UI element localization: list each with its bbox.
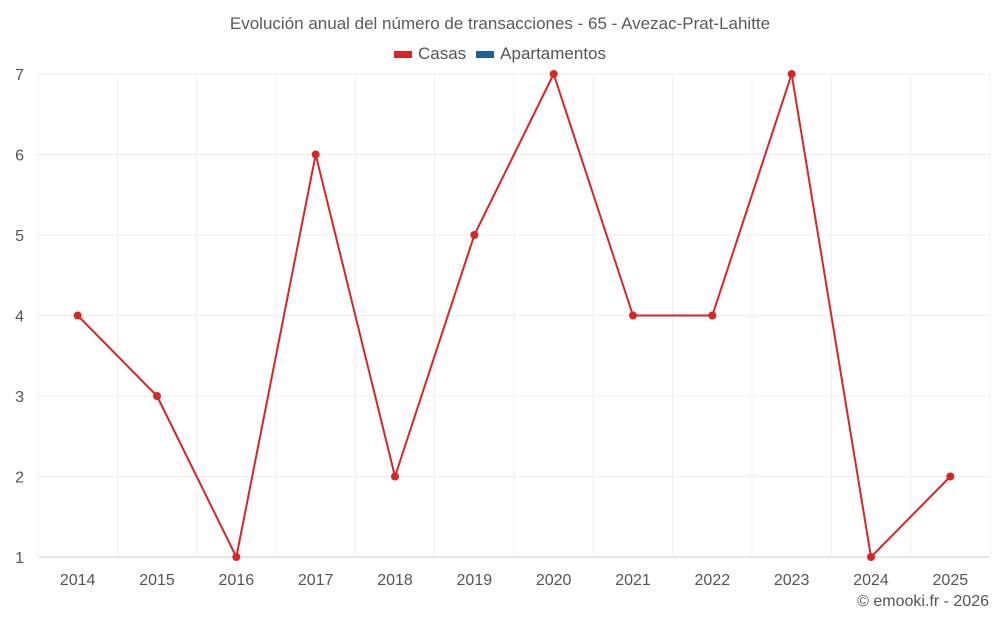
data-point <box>391 472 399 481</box>
y-tick-label: 3 <box>15 389 24 406</box>
data-point <box>153 392 161 400</box>
data-point <box>708 311 717 320</box>
legend-item-apartamentos[interactable]: Apartamentos <box>476 44 606 64</box>
legend-swatch-apartamentos <box>476 50 495 58</box>
legend-label-casas: Casas <box>417 44 467 63</box>
y-tick-label: 7 <box>15 67 24 84</box>
y-tick-label: 4 <box>15 309 24 326</box>
data-point <box>311 150 320 159</box>
x-tick-label: 2025 <box>933 572 969 589</box>
legend-swatch-casas <box>393 50 412 58</box>
x-tick-label: 2015 <box>139 572 175 589</box>
data-point <box>73 311 82 320</box>
data-point <box>629 311 637 320</box>
x-tick-label: 2019 <box>457 572 493 589</box>
data-point <box>549 70 558 78</box>
data-point <box>946 472 955 481</box>
x-tick-label: 2014 <box>60 572 96 589</box>
legend-item-casas[interactable]: Casas <box>393 44 467 64</box>
x-tick-label: 2017 <box>298 572 334 589</box>
x-tick-label: 2024 <box>853 572 889 589</box>
x-tick-label: 2023 <box>774 572 810 589</box>
y-tick-label: 6 <box>15 148 24 165</box>
data-point <box>867 553 875 561</box>
data-point <box>470 231 479 239</box>
chart-title: Evolución anual del número de transaccio… <box>229 14 771 33</box>
x-tick-label: 2018 <box>377 572 413 589</box>
y-tick-label: 1 <box>15 550 24 567</box>
x-tick-label: 2021 <box>615 572 651 589</box>
series-line-casas <box>76 73 952 558</box>
legend-label-apartamentos: Apartamentos <box>500 44 607 63</box>
x-tick-label: 2016 <box>219 572 255 589</box>
data-point <box>232 553 241 561</box>
credit-text: © emooki.fr - 2026 <box>857 593 989 610</box>
y-tick-label: 2 <box>15 470 24 487</box>
y-tick-label: 5 <box>15 228 24 245</box>
chart-legend: Casas Apartamentos <box>0 44 1000 64</box>
x-tick-label: 2020 <box>536 572 572 589</box>
x-tick-label: 2022 <box>695 572 731 589</box>
data-point <box>787 70 796 78</box>
